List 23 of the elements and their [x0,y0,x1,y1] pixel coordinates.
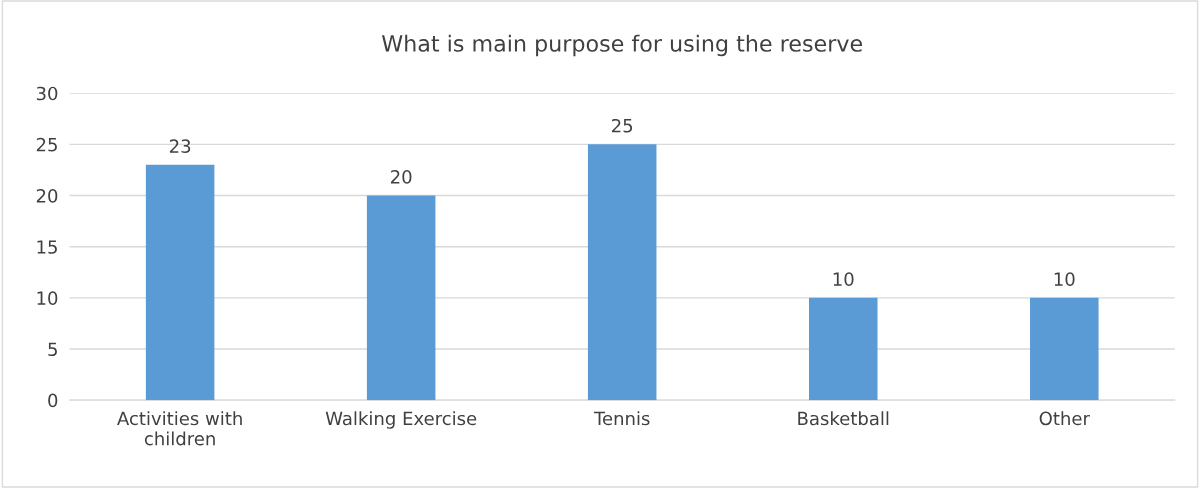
bar [587,144,657,401]
y-tick-label: 20 [36,188,58,203]
data-label: 23 [169,139,191,153]
x-tick-label: Walking Exercise [325,411,477,429]
data-label: 20 [391,170,412,184]
y-tick-label: 0 [48,393,58,408]
bar [145,164,215,401]
x-tick-label: Basketball [798,411,889,426]
bar [808,297,878,401]
chart-title: What is main purpose for using the reserve [381,34,862,57]
y-tick-label: 15 [37,240,57,254]
y-tick-label: 30 [36,86,58,101]
bar [1030,297,1099,401]
data-label: 25 [612,118,633,133]
y-tick-label: 5 [48,342,57,357]
data-label: 10 [833,272,854,287]
y-tick-label: 10 [37,291,58,305]
x-tick-label: Tennis [593,411,650,426]
x-tick-label: Other [1039,411,1090,426]
x-tick-label: Activities with children [117,411,242,446]
data-label: 10 [1054,272,1075,287]
y-tick-label: 25 [36,137,57,152]
bar [366,195,436,401]
